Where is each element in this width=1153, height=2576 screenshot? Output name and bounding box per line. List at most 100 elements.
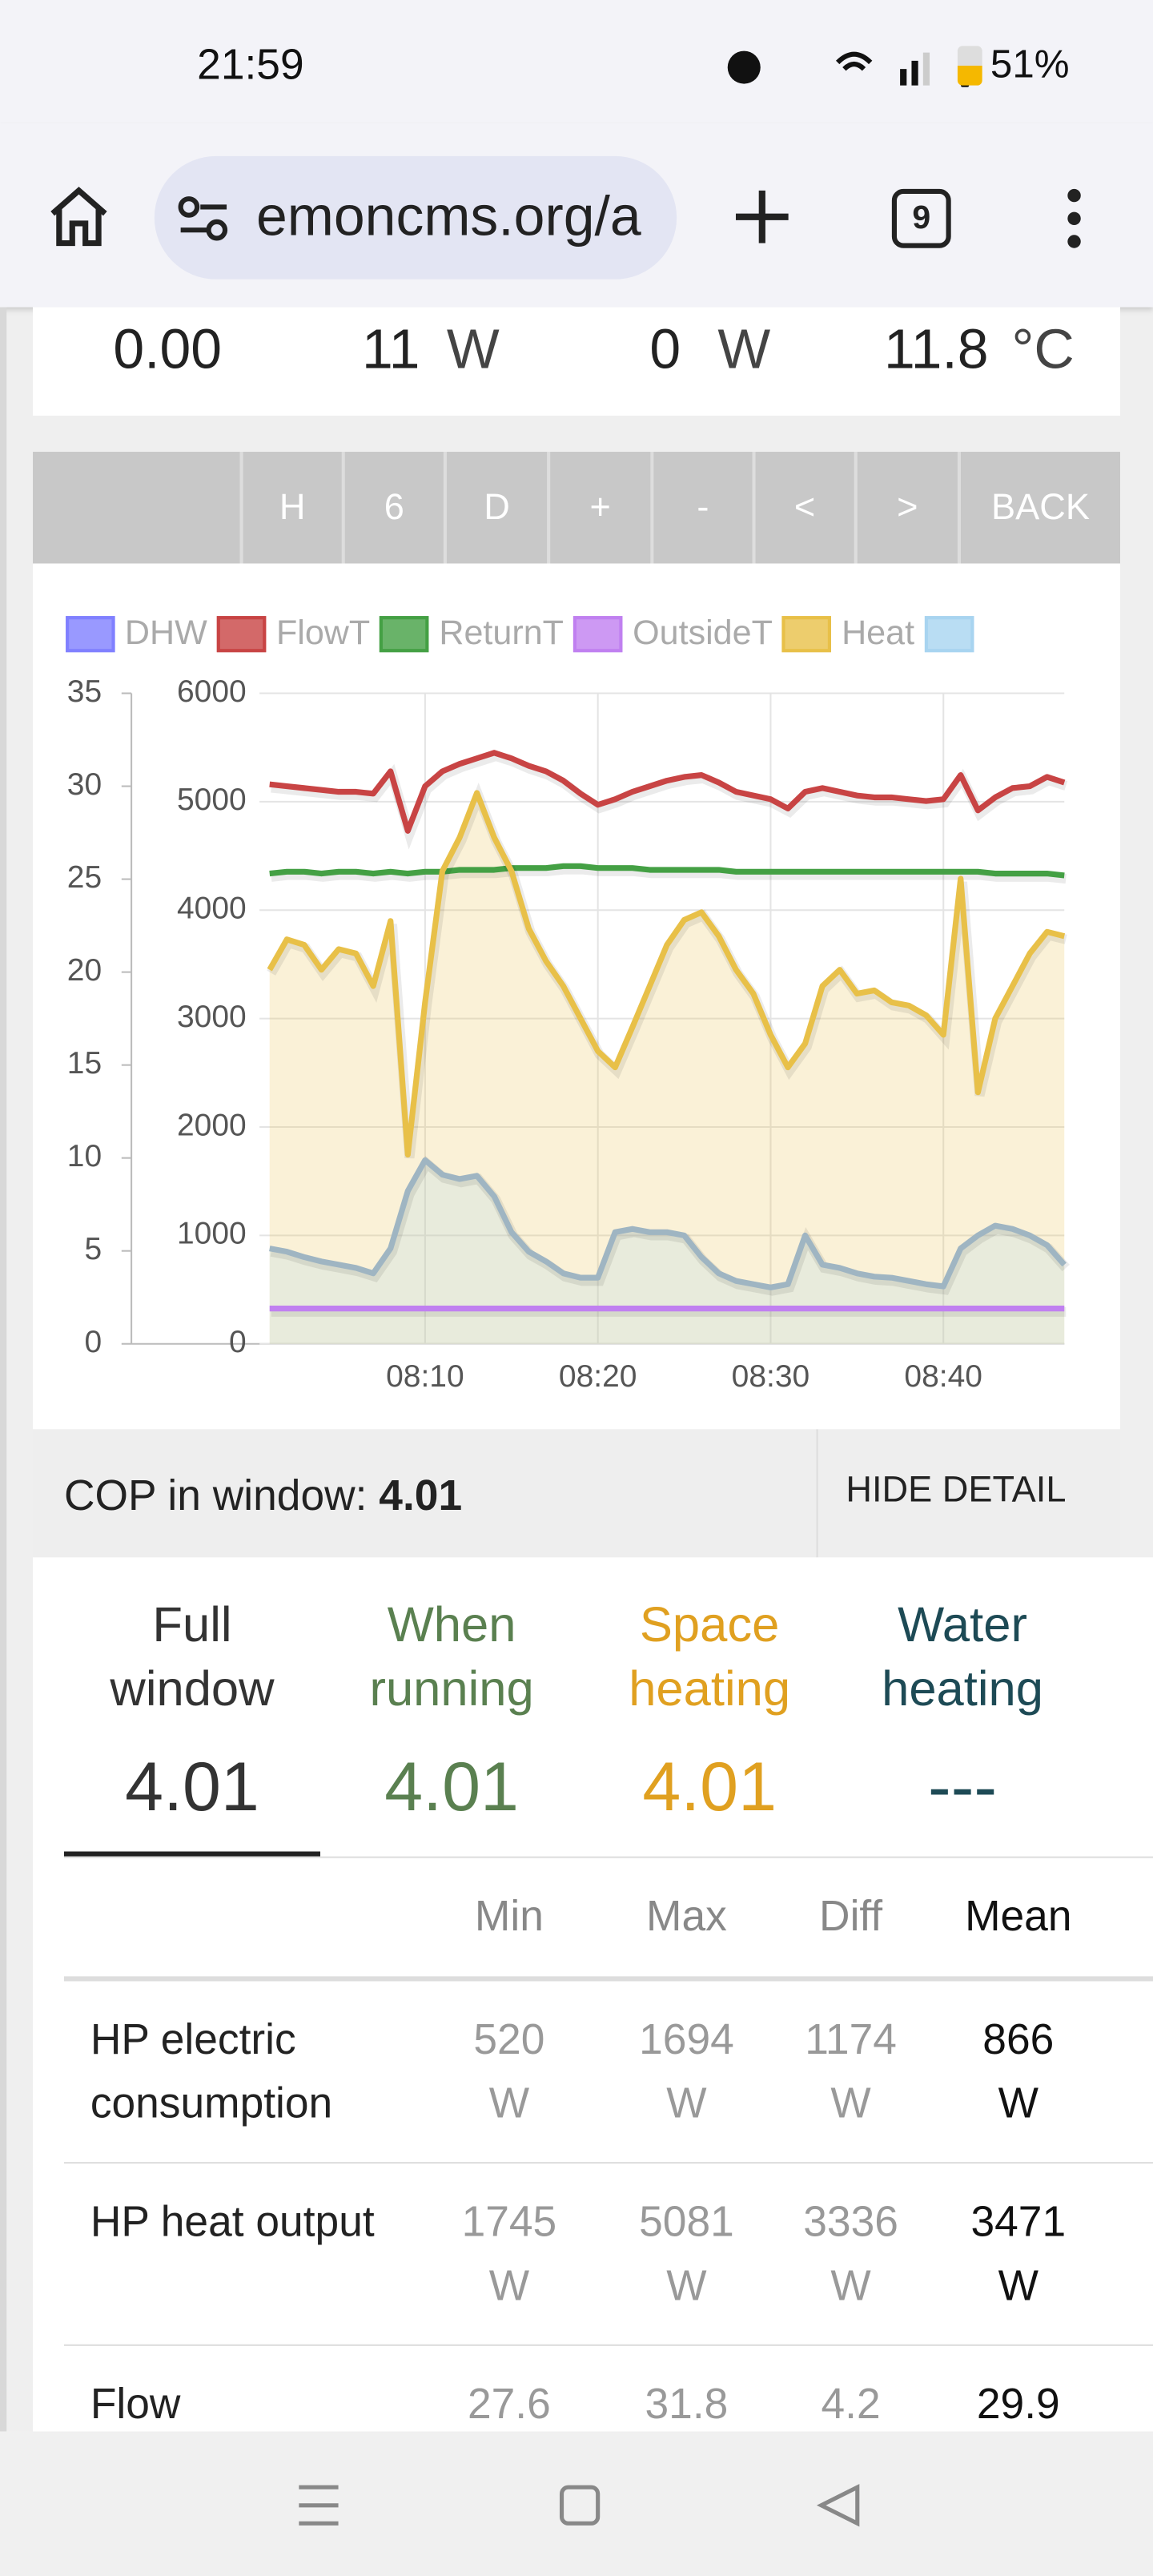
line bbox=[267, 790, 1066, 1158]
y2-tick-label: 1000 bbox=[177, 1217, 247, 1251]
table-cell: 3336 W bbox=[803, 2196, 898, 2310]
y-tick-label: 35 bbox=[67, 674, 102, 709]
line-shadow bbox=[271, 864, 1067, 884]
table-cell: 3471 W bbox=[970, 2196, 1067, 2310]
tab-value[interactable]: --- bbox=[928, 1748, 998, 1825]
cop-text: COP in window: bbox=[64, 1470, 368, 1520]
control-button[interactable]: 6 bbox=[341, 452, 444, 564]
cop-label: COP in window: 4.01 bbox=[64, 1471, 462, 1522]
y2-tick-label: 3000 bbox=[177, 1000, 247, 1034]
table-cell: 4.2 bbox=[821, 2378, 881, 2429]
divider bbox=[816, 1429, 818, 1558]
summary-unit: W bbox=[446, 318, 500, 381]
site-settings-icon[interactable] bbox=[178, 195, 231, 241]
column-header: Max bbox=[646, 1890, 727, 1941]
row-label: Flow bbox=[90, 2378, 181, 2429]
control-button[interactable]: H bbox=[239, 452, 341, 564]
summary-unit: W bbox=[717, 318, 771, 381]
y-tick-label: 5 bbox=[84, 1232, 102, 1266]
line bbox=[269, 863, 1065, 879]
row-label: HP electric consumption bbox=[90, 2014, 333, 2128]
tab-label[interactable]: Full window bbox=[110, 1598, 275, 1717]
y-tick-label: 30 bbox=[67, 767, 102, 802]
url-bar[interactable]: emoncms.org/a bbox=[154, 155, 677, 280]
page-edge bbox=[0, 307, 7, 2432]
table-cell: 1174 W bbox=[805, 2014, 897, 2128]
new-tab-button[interactable] bbox=[733, 187, 792, 247]
cop-value: 4.01 bbox=[379, 1470, 463, 1520]
tab-switcher[interactable]: 9 bbox=[891, 188, 951, 248]
column-header: Min bbox=[474, 1890, 544, 1941]
url-text: emoncms.org/a bbox=[256, 185, 641, 248]
legend-swatch bbox=[924, 616, 974, 653]
control-button[interactable]: > bbox=[854, 452, 958, 564]
summary-card bbox=[33, 307, 1120, 416]
y-tick-label: 25 bbox=[67, 860, 102, 895]
legend-label: ReturnT bbox=[439, 614, 564, 653]
legend-label: Heat bbox=[842, 614, 915, 653]
line bbox=[269, 1157, 1067, 1290]
header-rule bbox=[64, 1976, 1153, 1982]
menu-button[interactable] bbox=[1061, 187, 1087, 250]
y2-tick-label: 4000 bbox=[177, 892, 247, 926]
area bbox=[269, 792, 1065, 1344]
row-label: HP heat output bbox=[90, 2196, 375, 2246]
status-icons bbox=[727, 47, 970, 87]
clock: 21:59 bbox=[197, 39, 304, 89]
nav-buttons[interactable] bbox=[295, 2481, 870, 2534]
table-cell: 31.8 bbox=[645, 2378, 729, 2429]
summary-unit: °C bbox=[1011, 318, 1075, 381]
cop-bar bbox=[33, 1429, 1120, 1558]
y2-tick-label: 5000 bbox=[177, 783, 247, 817]
control-button[interactable]: - bbox=[650, 452, 752, 564]
button-bar bbox=[33, 452, 1120, 564]
x-tick-label: 08:30 bbox=[732, 1359, 810, 1394]
table-cell: 29.9 bbox=[976, 2378, 1060, 2429]
tab-label[interactable]: Water heating bbox=[882, 1598, 1044, 1717]
legend-swatch bbox=[66, 616, 115, 653]
table-cell: 1745 W bbox=[461, 2196, 557, 2310]
tab-value[interactable]: 4.01 bbox=[125, 1748, 259, 1825]
legend: DHW FlowT ReturnT OutsideT Heat bbox=[66, 610, 1087, 659]
y2-tick-label: 0 bbox=[229, 1325, 247, 1359]
column-header: Mean bbox=[965, 1890, 1072, 1941]
summary-value: 11 bbox=[362, 318, 420, 381]
control-button[interactable]: BACK bbox=[957, 452, 1120, 564]
tab-underline bbox=[64, 1851, 321, 1857]
control-button[interactable]: < bbox=[752, 452, 854, 564]
table-cell: 1694 W bbox=[639, 2014, 734, 2128]
x-tick-label: 08:20 bbox=[559, 1359, 637, 1394]
tab-value[interactable]: 4.01 bbox=[384, 1748, 519, 1825]
summary-value: 11.8 bbox=[883, 318, 989, 381]
battery-level: 51% bbox=[990, 42, 1070, 87]
table-cell: 866 W bbox=[982, 2014, 1055, 2128]
summary-value: 0 bbox=[649, 318, 681, 381]
hide-detail-button[interactable]: HIDE DETAIL bbox=[846, 1468, 1067, 1510]
tab-label[interactable]: Space heating bbox=[629, 1598, 791, 1717]
tab-value[interactable]: 4.01 bbox=[642, 1748, 777, 1825]
area bbox=[269, 1160, 1065, 1344]
legend-swatch bbox=[782, 616, 832, 653]
line bbox=[269, 750, 1066, 834]
chart: DHW FlowT ReturnT OutsideT Heat 0 5 10 15 20 25 30… bbox=[0, 563, 1153, 1429]
y2-tick-label: 2000 bbox=[177, 1108, 247, 1142]
control-button[interactable]: + bbox=[547, 452, 650, 564]
divider bbox=[64, 1856, 1153, 1858]
legend-swatch bbox=[380, 616, 430, 653]
summary-value: 0.00 bbox=[113, 318, 223, 381]
y2-tick-label: 6000 bbox=[177, 674, 247, 709]
x-tick-label: 08:40 bbox=[904, 1359, 982, 1394]
legend-label: DHW bbox=[124, 614, 207, 653]
nav-bar bbox=[0, 2431, 1153, 2576]
table-cell: 27.6 bbox=[467, 2378, 551, 2429]
tab-label[interactable]: When running bbox=[369, 1598, 534, 1717]
y-tick-label: 0 bbox=[84, 1325, 102, 1359]
table-cell: 520 W bbox=[473, 2014, 545, 2128]
y-tick-label: 20 bbox=[67, 953, 102, 988]
control-button[interactable]: D bbox=[443, 452, 547, 564]
column-header: Diff bbox=[819, 1890, 883, 1941]
legend-swatch bbox=[217, 616, 267, 653]
legend-label: FlowT bbox=[275, 614, 371, 653]
home-button[interactable] bbox=[46, 184, 111, 250]
chart-plot: 0 5 10 15 20 25 30 35 0 1000 2000 3000 4000 5000 6000 0… bbox=[67, 674, 1070, 1394]
